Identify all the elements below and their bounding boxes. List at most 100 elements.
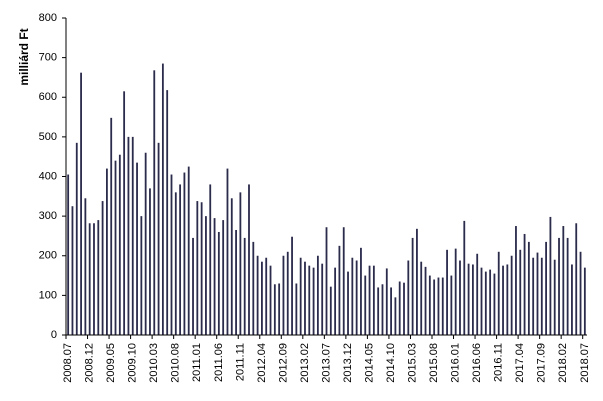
bar [235,229,237,335]
bar [144,152,147,335]
bar [166,90,169,336]
y-tick-label: 400 [39,170,57,182]
bar [179,184,182,335]
x-axis: 2008.07 2008.12 2009.05 2009.10 2010.03 2010.… [62,334,591,383]
x-tick-label: 2014.05 [363,343,375,383]
bar [545,241,547,335]
bar [200,202,203,335]
bar [424,266,427,335]
x-tick-label: 2018.07 [579,343,591,383]
bar [205,216,207,336]
bar [97,220,100,335]
y-tick-label: 500 [39,131,57,143]
bar [360,247,362,335]
x-tick-label: 2017.09 [536,343,548,383]
x-tick-label: 2018.02 [557,343,569,383]
x-tick-label: 2008.07 [62,343,74,383]
bar [196,201,199,335]
bar [502,265,504,335]
bar [407,260,410,335]
bar [106,168,108,335]
bar [523,233,526,335]
bar [325,227,328,335]
bar [153,70,156,335]
x-tick-label: 2011.01 [191,343,203,382]
bar [114,160,117,335]
bar [527,241,530,335]
bar [118,154,121,335]
bar [329,286,332,335]
bar [273,284,276,335]
bar [540,257,543,335]
bar [372,265,375,335]
bar [252,241,255,335]
bar [84,198,87,335]
y-tick-label: 800 [39,12,57,24]
x-tick-label: 2013.07 [320,343,332,383]
bar [549,216,552,335]
bar [411,237,414,335]
bar [463,220,466,335]
bar [390,287,392,335]
bar [308,265,311,335]
bar [161,63,164,335]
bar [230,198,233,335]
bar [476,253,479,335]
bar [136,162,138,335]
bar [575,223,578,335]
bar [558,237,560,335]
bar [93,223,95,335]
bar [187,166,190,335]
bar [428,275,431,335]
bar [441,277,444,335]
bars-group [67,63,586,336]
bar [321,263,324,335]
bar [355,260,358,335]
bar [385,268,388,335]
y-tick-label: 600 [39,91,57,103]
bar [157,142,160,335]
bar [243,237,246,335]
bar [75,142,78,335]
bar [489,269,492,335]
y-tick-label: 300 [39,210,57,222]
x-tick-label: 2010.08 [170,343,182,383]
bar [381,284,384,335]
bar [338,245,341,335]
bar [282,255,285,335]
y-tick-label: 0 [51,329,57,341]
bar [226,168,229,335]
bar [291,236,293,335]
bar [446,249,448,335]
x-tick-label: 2011.06 [213,343,225,382]
bar [316,255,319,335]
x-tick-label: 2016.01 [450,343,462,383]
x-tick-label: 2013.12 [342,343,354,383]
bar [67,174,70,335]
bar [454,248,457,335]
bar [394,297,397,335]
bar [286,251,289,335]
bar [110,117,113,335]
x-tick-label: 2012.04 [256,343,268,383]
bar [459,260,461,335]
bar [420,261,423,335]
bar [364,275,367,335]
bar [304,261,306,335]
bar [571,264,573,335]
bar [347,271,349,335]
bar [471,264,474,335]
bar [433,279,436,335]
x-tick-label: 2015.08 [428,343,440,383]
bar [217,231,220,335]
bar [278,283,281,335]
x-tick-label: 2011.11 [234,343,246,381]
bar [222,220,225,335]
x-tick-label: 2013.02 [299,343,311,383]
bar [127,136,130,336]
bar [506,264,509,335]
x-tick-label: 2009.10 [127,343,139,383]
bar [480,267,483,335]
y-axis: 0 100 200 300 400 500 600 700 800 [39,12,67,341]
x-tick-label: 2010.03 [148,343,160,383]
